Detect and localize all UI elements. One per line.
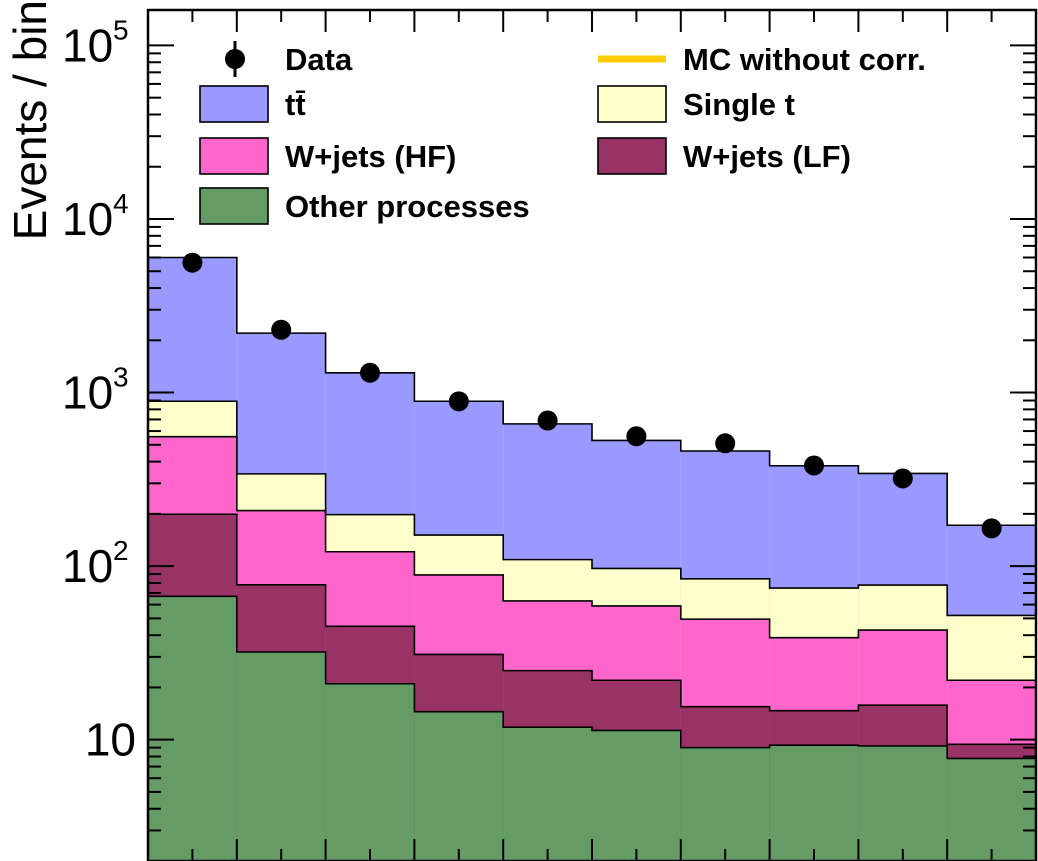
- legend-label-3: Single t: [683, 87, 795, 122]
- legend-entry-6: Other processes: [199, 187, 530, 225]
- data-point-8: [892, 468, 913, 489]
- y-tick-label-1: 10: [62, 540, 113, 592]
- series-0: [148, 596, 1036, 861]
- data-point-6: [715, 433, 736, 454]
- legend-entry-5: W+jets (LF): [597, 137, 851, 175]
- data-point-2: [360, 362, 380, 383]
- y-tick-label-0: 10: [85, 714, 136, 766]
- legend-entry-3: Single t: [597, 85, 795, 123]
- legend-swatch: [597, 85, 667, 123]
- bar-0-0: [148, 596, 237, 861]
- y-tick-exponent-1: 2: [113, 535, 129, 566]
- stack-outline-2: [148, 435, 1036, 682]
- bar-0-3: [414, 711, 504, 861]
- data-point-3: [448, 391, 469, 412]
- stack-outline-3: [148, 400, 1036, 617]
- bar-0-1: [236, 652, 326, 861]
- y-tick-exponent-4: 5: [113, 14, 129, 45]
- data-point-1: [271, 319, 292, 340]
- data-point-0: [182, 252, 203, 273]
- legend-entry-0: Data: [225, 41, 353, 77]
- legend-label-6: Other processes: [285, 189, 530, 224]
- bar-0-6: [680, 747, 770, 861]
- bar-0-9: [947, 758, 1036, 861]
- stack-outline-1: [148, 513, 1036, 746]
- data-points: [182, 252, 1002, 539]
- legend-swatch: [199, 137, 269, 175]
- legend-label-0: Data: [285, 42, 353, 77]
- y-axis-label: Events / bin: [4, 0, 56, 240]
- bar-0-4: [503, 727, 592, 861]
- legend-entry-1: MC without corr.: [598, 42, 926, 77]
- y-tick-label-4: 10: [62, 19, 113, 71]
- legend-label-1: MC without corr.: [683, 42, 926, 77]
- legend-label-4: W+jets (HF): [285, 139, 456, 174]
- bar-0-5: [592, 730, 681, 861]
- y-tick-exponent-3: 4: [113, 188, 129, 219]
- y-tick-label-3: 10: [62, 193, 113, 245]
- bar-0-8: [858, 745, 948, 861]
- legend-entry-2: tt̄: [199, 85, 306, 123]
- bar-0-2: [325, 683, 415, 861]
- legend-entry-4: W+jets (HF): [199, 137, 456, 175]
- stacked-histograms: [148, 256, 1036, 861]
- y-tick-exponent-2: 3: [113, 362, 129, 393]
- stack-outline-0: [148, 595, 1036, 760]
- stack-outline-4: [148, 256, 1036, 527]
- legend-label-5: W+jets (LF): [683, 139, 851, 174]
- legend-marker: [225, 49, 245, 69]
- data-point-5: [626, 426, 647, 447]
- data-point-4: [537, 410, 558, 431]
- legend: Data MC without corr. tt̄ Single t W+jets (H…: [199, 41, 926, 225]
- legend-swatch: [199, 85, 269, 123]
- data-point-9: [981, 518, 1002, 539]
- y-tick-label-2: 10: [62, 367, 113, 419]
- data-point-7: [804, 455, 824, 476]
- legend-swatch: [199, 187, 269, 225]
- legend-swatch: [597, 137, 667, 175]
- bar-0-7: [769, 745, 859, 861]
- legend-label-2: tt̄: [285, 87, 306, 122]
